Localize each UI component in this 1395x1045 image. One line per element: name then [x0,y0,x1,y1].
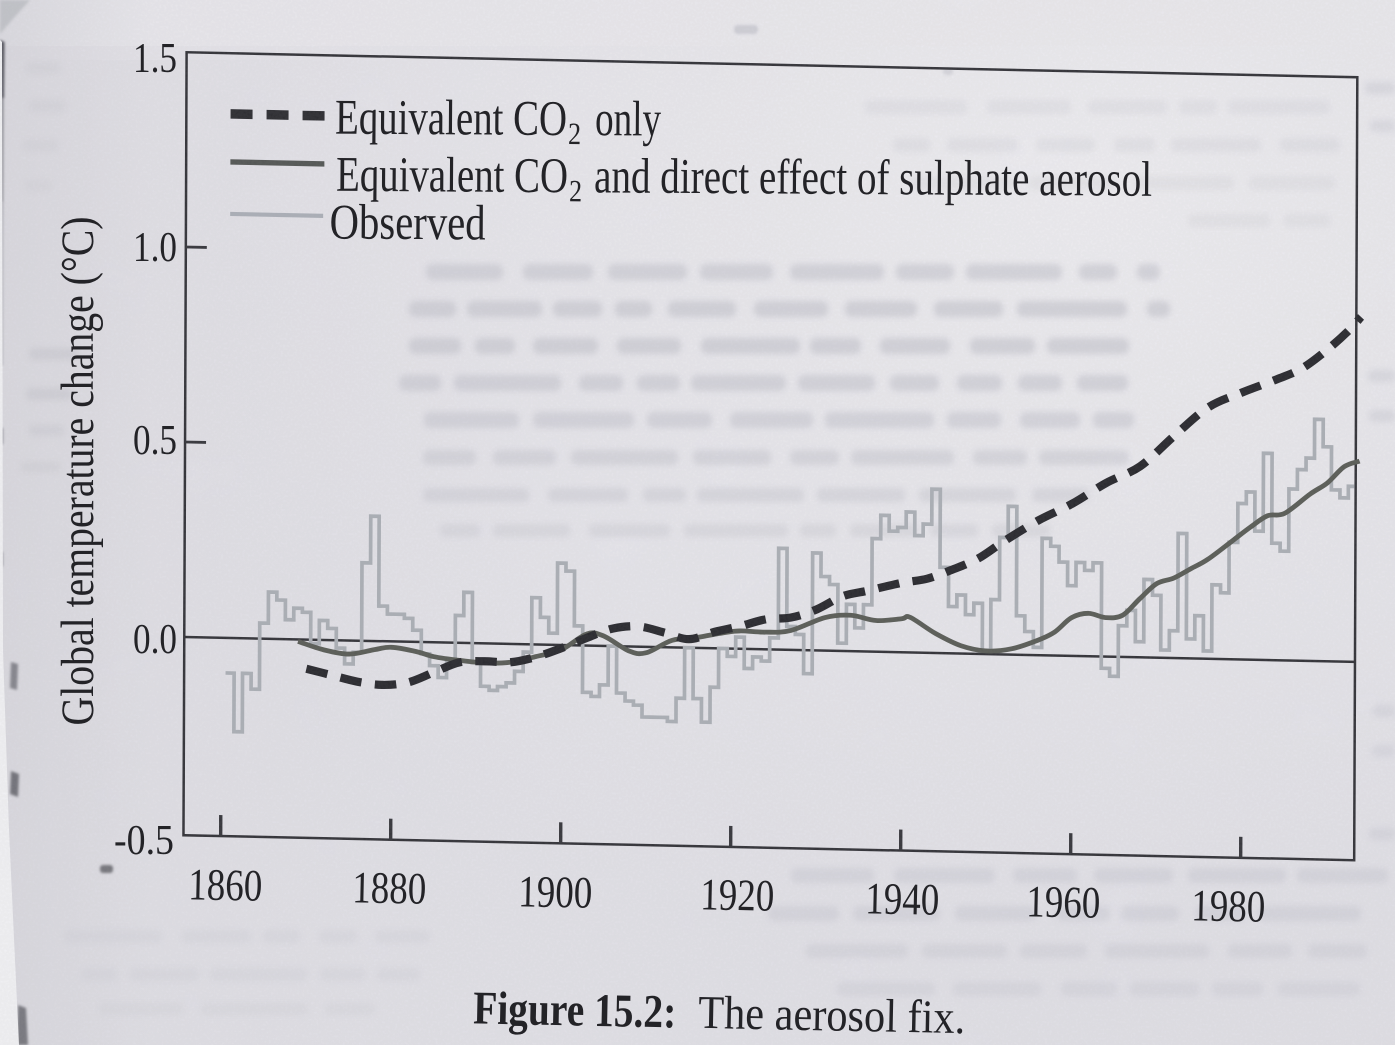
svg-text:Equivalent CO: Equivalent CO [336,146,568,203]
svg-text:1940: 1940 [865,873,940,925]
svg-text:2: 2 [569,173,582,208]
svg-text:only: only [595,90,661,146]
svg-text:1960: 1960 [1026,876,1101,928]
svg-text:0.0: 0.0 [133,617,177,663]
svg-text:and direct effect of sulphate: and direct effect of sulphate aerosol [594,147,1152,206]
svg-text:2: 2 [568,116,581,151]
svg-text:1.5: 1.5 [133,36,177,82]
svg-text:-0.5: -0.5 [114,818,174,864]
svg-text:1920: 1920 [700,869,775,921]
svg-text:Figure 15.2:: Figure 15.2: [473,982,677,1038]
svg-text:Observed: Observed [329,194,485,251]
svg-text:1.0: 1.0 [133,225,177,271]
svg-text:1880: 1880 [352,862,427,914]
svg-text:0.5: 0.5 [133,418,177,464]
svg-text:1860: 1860 [188,859,263,911]
svg-text:The aerosol fix.: The aerosol fix. [698,987,966,1044]
svg-text:Equivalent CO: Equivalent CO [335,89,567,146]
svg-text:1900: 1900 [518,866,593,918]
svg-text:1980: 1980 [1191,880,1266,932]
svg-text:Global temperature change (°C): Global temperature change (°C) [52,217,104,726]
